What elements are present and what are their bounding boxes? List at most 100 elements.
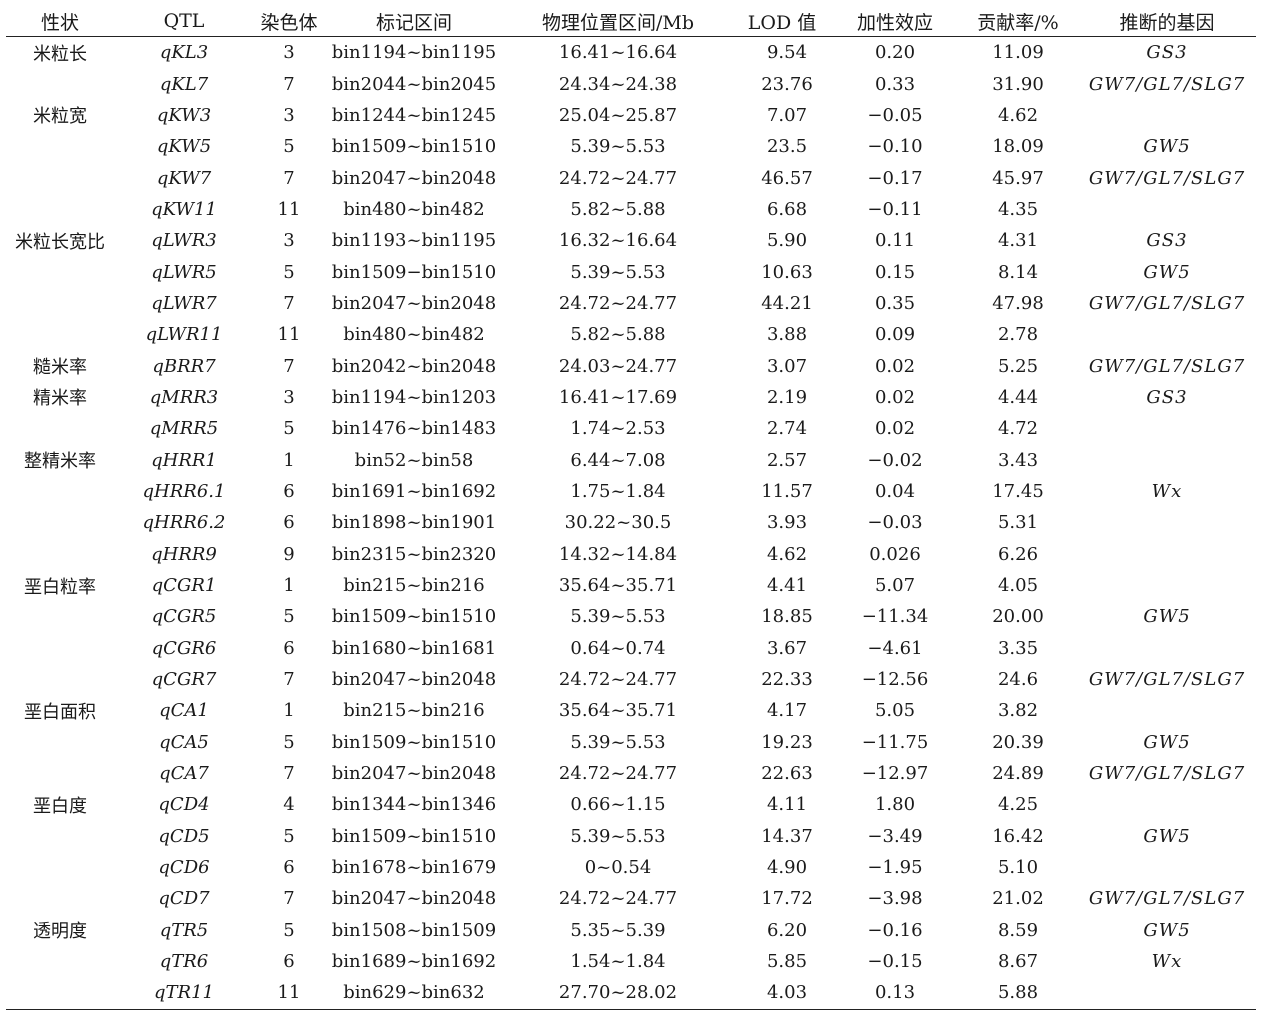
trait-cell <box>6 946 114 977</box>
table-row: qKW7 7 bin2047~bin2048 24.72~24.77 46.57 −0.1… <box>6 162 1256 193</box>
marker-interval-cell: bin215~bin216 <box>343 575 485 597</box>
chromosome-cell: 6 <box>283 480 295 502</box>
qtl-name-cell: qKW7 <box>156 167 212 189</box>
lod-cell: 22.33 <box>761 669 813 691</box>
candidate-gene-cell <box>1078 852 1256 883</box>
chromosome-cell: 1 <box>283 575 295 597</box>
additive-effect-cell: −3.98 <box>867 888 923 910</box>
physical-position-cell: 24.72~24.77 <box>558 669 678 691</box>
trait-cell <box>6 476 114 507</box>
physical-position-cell: 24.72~24.77 <box>558 167 678 189</box>
qtl-name-cell: qCD4 <box>158 794 210 816</box>
contribution-cell: 20.39 <box>992 731 1044 753</box>
qtl-table: 性状 QTL 染色体 标记区间 物理位置区间/Mb LOD 值 加性效应 贡献率… <box>6 6 1256 1010</box>
trait-cell <box>6 758 114 789</box>
table-row: qCGR7 7 bin2047~bin2048 24.72~24.77 22.33 −12… <box>6 664 1256 695</box>
contribution-cell: 2.78 <box>997 324 1039 346</box>
lod-cell: 9.54 <box>766 42 808 64</box>
chromosome-cell: 5 <box>283 825 295 847</box>
header-candidate-gene: 推断的基因 <box>1078 6 1256 37</box>
table-row: qKW5 5 bin1509~bin1510 5.39~5.53 23.5 −0.10 18… <box>6 131 1256 162</box>
chromosome-cell: 1 <box>283 449 295 471</box>
physical-position-cell: 5.39~5.53 <box>570 731 666 753</box>
contribution-cell: 3.82 <box>997 700 1039 722</box>
table-row: qCD5 5 bin1509~bin1510 5.39~5.53 14.37 −3.49 1… <box>6 821 1256 852</box>
trait-cell <box>6 539 114 570</box>
marker-interval-cell: bin1344~bin1346 <box>331 794 497 816</box>
candidate-gene-cell <box>1078 539 1256 570</box>
contribution-cell: 20.00 <box>992 606 1044 628</box>
additive-effect-cell: 0.02 <box>874 418 916 440</box>
table-row: 整精米率 qHRR1 1 bin52~bin58 6.44~7.08 2.57 −0.02 3… <box>6 444 1256 475</box>
marker-interval-cell: bin2044~bin2045 <box>331 73 497 95</box>
marker-interval-cell: bin52~bin58 <box>354 449 474 471</box>
trait-cell <box>6 131 114 162</box>
candidate-gene-cell: GW7/GL7/SLG7 <box>1088 355 1246 377</box>
trait-cell: 米粒长 <box>33 43 87 65</box>
contribution-cell: 47.98 <box>992 292 1044 314</box>
table-body: 米粒长 qKL3 3 bin1194~bin1195 16.41~16.64 9.54 0.… <box>6 37 1256 1010</box>
header-marker-interval: 标记区间 <box>324 6 504 37</box>
candidate-gene-cell: GW7/GL7/SLG7 <box>1088 73 1246 95</box>
contribution-cell: 16.42 <box>992 825 1044 847</box>
physical-position-cell: 0.64~0.74 <box>570 637 666 659</box>
trait-cell <box>6 319 114 350</box>
trait-cell <box>6 821 114 852</box>
lod-cell: 2.19 <box>766 386 808 408</box>
chromosome-cell: 3 <box>283 42 295 64</box>
lod-cell: 4.90 <box>766 857 808 879</box>
additive-effect-cell: −4.61 <box>867 637 923 659</box>
chromosome-cell: 5 <box>283 919 295 941</box>
physical-position-cell: 35.64~35.71 <box>558 575 678 597</box>
chromosome-cell: 7 <box>283 167 295 189</box>
contribution-cell: 4.44 <box>997 386 1039 408</box>
contribution-cell: 17.45 <box>992 480 1044 502</box>
additive-effect-cell: 0.15 <box>874 261 916 283</box>
additive-effect-cell: 0.11 <box>874 230 916 252</box>
candidate-gene-cell: GS3 <box>1146 42 1188 64</box>
marker-interval-cell: bin1194~bin1195 <box>331 42 497 64</box>
trait-cell <box>6 162 114 193</box>
candidate-gene-cell: GW7/GL7/SLG7 <box>1088 763 1246 785</box>
lod-cell: 2.57 <box>766 449 808 471</box>
header-qtl: QTL <box>114 6 254 37</box>
table-row: 垩白度 qCD4 4 bin1344~bin1346 0.66~1.15 4.11 1.80… <box>6 789 1256 820</box>
candidate-gene-cell: GW7/GL7/SLG7 <box>1088 292 1246 314</box>
qtl-name-cell: qCD6 <box>158 857 210 879</box>
candidate-gene-cell: GW5 <box>1143 825 1191 847</box>
additive-effect-cell: 0.20 <box>874 42 916 64</box>
candidate-gene-cell <box>1078 194 1256 225</box>
candidate-gene-cell <box>1078 100 1256 131</box>
marker-interval-cell: bin2047~bin2048 <box>331 669 497 691</box>
header-additive-effect: 加性效应 <box>832 6 958 37</box>
header-physical-position: 物理位置区间/Mb <box>504 6 732 37</box>
lod-cell: 10.63 <box>761 261 813 283</box>
lod-cell: 3.07 <box>766 355 808 377</box>
table-row: qHRR9 9 bin2315~bin2320 14.32~14.84 4.62 0.02… <box>6 539 1256 570</box>
contribution-cell: 4.25 <box>997 794 1039 816</box>
lod-cell: 4.11 <box>766 794 808 816</box>
lod-cell: 17.72 <box>761 888 813 910</box>
contribution-cell: 5.10 <box>997 857 1039 879</box>
lod-cell: 46.57 <box>761 167 813 189</box>
qtl-name-cell: qBRR7 <box>152 355 216 377</box>
table-row: 精米率 qMRR3 3 bin1194~bin1203 16.41~17.69 2.19 0… <box>6 382 1256 413</box>
header-lod: LOD 值 <box>732 6 832 37</box>
lod-cell: 4.17 <box>766 700 808 722</box>
physical-position-cell: 1.75~1.84 <box>570 480 666 502</box>
additive-effect-cell: −3.49 <box>867 825 923 847</box>
table-row: 垩白面积 qCA1 1 bin215~bin216 35.64~35.71 4.17 5.0… <box>6 695 1256 726</box>
marker-interval-cell: bin480~bin482 <box>343 324 485 346</box>
table-row: 米粒长 qKL3 3 bin1194~bin1195 16.41~16.64 9.54 0.… <box>6 37 1256 69</box>
physical-position-cell: 5.82~5.88 <box>570 324 666 346</box>
lod-cell: 7.07 <box>766 104 808 126</box>
chromosome-cell: 5 <box>283 261 295 283</box>
marker-interval-cell: bin1476~bin1483 <box>331 418 497 440</box>
marker-interval-cell: bin629~bin632 <box>324 977 504 1010</box>
contribution-cell: 24.6 <box>997 669 1039 691</box>
trait-cell: 透明度 <box>33 921 87 943</box>
qtl-name-cell: qMRR3 <box>149 386 219 408</box>
lod-cell: 23.76 <box>761 73 813 95</box>
qtl-name-cell: qKL7 <box>159 73 209 95</box>
qtl-name-cell: qCA7 <box>159 763 209 785</box>
